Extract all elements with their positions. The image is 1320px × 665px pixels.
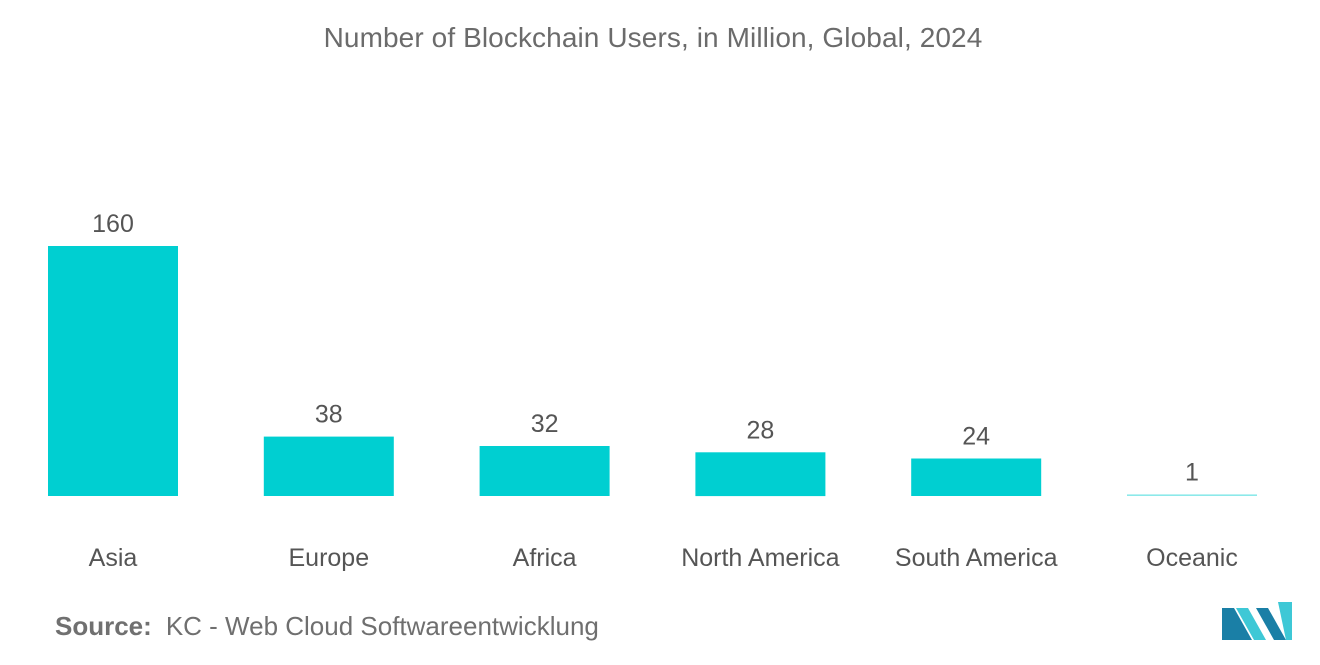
value-label: 32 — [531, 410, 559, 438]
category-label: South America — [895, 544, 1058, 572]
source-text: KC - Web Cloud Softwareentwicklung — [165, 611, 599, 641]
bar-north-america — [695, 452, 826, 497]
brand-logo-icon — [1222, 602, 1292, 640]
bar-oceanic — [1127, 494, 1257, 496]
bar-europe — [263, 436, 394, 496]
source-label: Source: — [55, 611, 152, 641]
bar-chart: 160 Asia 38 Europe 32 Africa 28 North America 24… — [48, 210, 1257, 572]
chart-title: Number of Blockchain Users, in Million, … — [323, 22, 983, 53]
value-label: 38 — [315, 401, 343, 429]
category-label: Oceanic — [1146, 544, 1238, 572]
bar-south-america — [911, 458, 1042, 496]
value-label: 160 — [92, 210, 134, 238]
value-label: 28 — [746, 416, 774, 444]
category-label: North America — [681, 544, 839, 572]
category-label: Africa — [513, 544, 577, 572]
category-label: Asia — [89, 544, 138, 572]
bar-asia — [48, 246, 178, 496]
value-label: 1 — [1185, 458, 1199, 486]
bar-africa — [479, 446, 610, 496]
source-line: Source: KC - Web Cloud Softwareentwicklun… — [55, 611, 599, 642]
category-label: Europe — [288, 544, 369, 572]
value-label: 24 — [962, 423, 990, 451]
